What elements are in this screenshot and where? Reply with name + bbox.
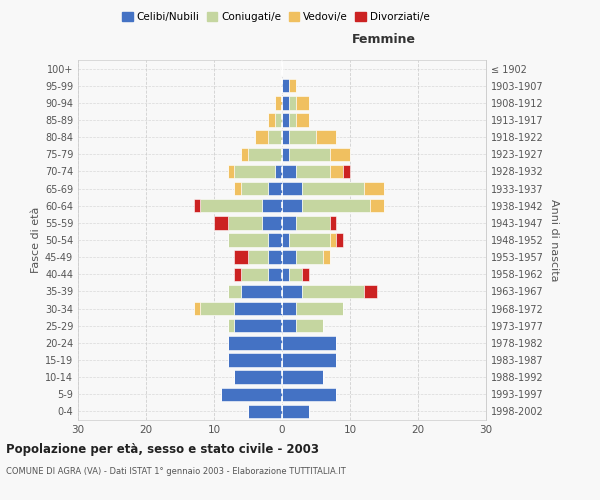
Bar [241,268,268,281]
Bar [289,79,296,92]
Bar [235,182,241,196]
Bar [316,130,337,144]
Bar [364,182,384,196]
Bar [282,284,302,298]
Bar [282,250,296,264]
Bar [323,250,329,264]
Bar [282,216,296,230]
Bar [241,148,248,161]
Bar [302,284,364,298]
Bar [262,199,282,212]
Bar [329,216,337,230]
Bar [200,199,262,212]
Bar [282,302,296,316]
Bar [214,216,227,230]
Bar [302,199,370,212]
Bar [227,216,262,230]
Bar [268,234,282,246]
Bar [227,354,282,366]
Bar [248,250,268,264]
Bar [248,404,282,418]
Bar [329,234,337,246]
Bar [364,284,377,298]
Bar [221,388,282,401]
Bar [282,268,289,281]
Bar [194,199,200,212]
Bar [302,268,309,281]
Bar [343,164,350,178]
Bar [289,96,296,110]
Bar [235,319,282,332]
Bar [289,148,329,161]
Bar [282,182,302,196]
Bar [337,234,343,246]
Bar [282,388,337,401]
Bar [282,319,296,332]
Bar [235,370,282,384]
Bar [282,404,309,418]
Bar [282,164,296,178]
Bar [275,96,282,110]
Bar [235,164,275,178]
Bar [370,199,384,212]
Bar [296,164,329,178]
Bar [268,114,275,126]
Bar [282,130,289,144]
Bar [227,164,235,178]
Bar [235,250,248,264]
Bar [296,114,309,126]
Bar [282,354,337,366]
Bar [289,114,296,126]
Bar [262,216,282,230]
Bar [282,234,289,246]
Bar [227,284,241,298]
Bar [329,164,343,178]
Bar [227,234,268,246]
Bar [235,268,241,281]
Bar [296,302,343,316]
Bar [235,302,282,316]
Bar [296,216,329,230]
Bar [227,319,235,332]
Bar [227,336,282,349]
Bar [241,284,282,298]
Bar [289,234,329,246]
Bar [282,114,289,126]
Bar [282,79,289,92]
Bar [268,182,282,196]
Bar [296,250,323,264]
Bar [268,130,282,144]
Text: Popolazione per età, sesso e stato civile - 2003: Popolazione per età, sesso e stato civil… [6,442,319,456]
Bar [255,130,268,144]
Bar [289,130,316,144]
Bar [282,370,323,384]
Bar [248,148,282,161]
Bar [268,250,282,264]
Bar [282,96,289,110]
Bar [296,319,323,332]
Bar [241,182,268,196]
Y-axis label: Anni di nascita: Anni di nascita [549,198,559,281]
Bar [296,96,309,110]
Bar [282,336,337,349]
Bar [289,268,302,281]
Text: Femmine: Femmine [352,32,416,46]
Bar [302,182,364,196]
Bar [275,114,282,126]
Bar [282,148,289,161]
Legend: Celibi/Nubili, Coniugati/e, Vedovi/e, Divorziati/e: Celibi/Nubili, Coniugati/e, Vedovi/e, Di… [118,8,434,26]
Text: COMUNE DI AGRA (VA) - Dati ISTAT 1° gennaio 2003 - Elaborazione TUTTITALIA.IT: COMUNE DI AGRA (VA) - Dati ISTAT 1° genn… [6,468,346,476]
Bar [268,268,282,281]
Bar [329,148,350,161]
Bar [194,302,200,316]
Bar [200,302,235,316]
Bar [282,199,302,212]
Bar [275,164,282,178]
Y-axis label: Fasce di età: Fasce di età [31,207,41,273]
